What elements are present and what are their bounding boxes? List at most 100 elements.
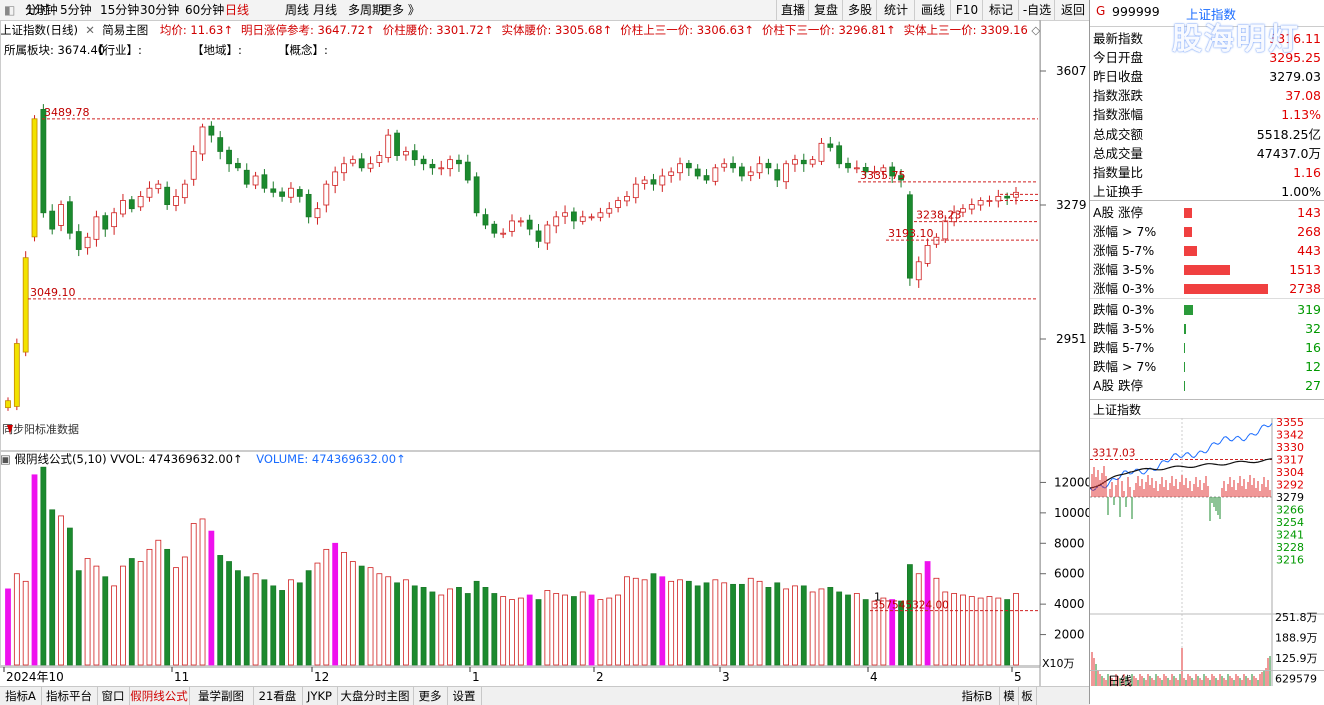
mini-price-label: 3330: [1276, 441, 1304, 454]
volume-bar: [685, 580, 692, 666]
bottom-tab-3[interactable]: 假阴线公式: [129, 687, 190, 705]
bottom-tab-0[interactable]: 指标A: [0, 687, 42, 705]
quote-row: 指数涨跌 37.08: [1093, 86, 1321, 105]
period-tab-9[interactable]: 多周期: [348, 3, 385, 17]
breadth-bar: [1184, 246, 1198, 257]
candle: [75, 231, 82, 250]
month-label: 2: [596, 670, 604, 684]
info-item-4: 价柱上三一价: 3306.63↑: [620, 23, 754, 37]
bottom-tab-4[interactable]: 量学副图: [189, 687, 254, 705]
period-tab-0[interactable]: 分时: [25, 3, 50, 17]
volume-bar: [827, 587, 834, 666]
bottom-tab-5[interactable]: 21看盘: [253, 687, 303, 705]
bottom-tab-1[interactable]: 指标平台: [41, 687, 98, 705]
period-tab-2[interactable]: 5分钟: [60, 3, 92, 17]
period-tab-4[interactable]: 30分钟: [140, 3, 180, 17]
quote-value: 1.00%: [1281, 183, 1321, 199]
candle: [553, 216, 560, 227]
quote-label: 指数量比: [1093, 164, 1144, 180]
toolbar-button-6[interactable]: 标记: [982, 0, 1019, 20]
mini-avg-line: [1090, 458, 1273, 489]
bottom-right-2[interactable]: 板: [1018, 687, 1037, 705]
toolbar-button-4[interactable]: 画线: [914, 0, 951, 20]
volume-bar: [588, 594, 595, 666]
price-level-label: 3193.10: [888, 227, 934, 240]
candle: [120, 200, 126, 215]
toolbar-button-5[interactable]: F10: [950, 0, 983, 20]
volume-bar: [968, 596, 975, 666]
candle: [296, 189, 303, 197]
period-tab-5[interactable]: 60分钟: [185, 3, 225, 17]
info-item-5: 价柱下三一价: 3296.81↑: [761, 23, 896, 37]
collapse-icon[interactable]: ▣: [0, 452, 15, 466]
candle: [915, 261, 922, 281]
breadth-value: 319: [1297, 302, 1321, 317]
diamond-icon[interactable]: ◇: [1027, 23, 1040, 37]
candle: [995, 196, 1002, 202]
breadth-label: 跌幅 0-3%: [1093, 302, 1155, 317]
volume-bar: [703, 582, 710, 666]
candle: [473, 176, 480, 214]
volume-info-bar: ▣ 假阴线公式(5,10) VVOL: 474369632.00↑ VOLUME…: [0, 450, 1040, 468]
breadth-bar: [1184, 381, 1185, 392]
candle: [977, 200, 984, 206]
bottom-right-1[interactable]: 模: [1000, 687, 1019, 705]
volume-bar: [694, 585, 701, 666]
toolbar-button-7[interactable]: -自选: [1018, 0, 1055, 20]
volume-bar: [111, 585, 118, 666]
toolbar-button-0[interactable]: 直播: [776, 0, 809, 20]
breadth-row-up: 涨幅 3-5% 1513: [1093, 260, 1321, 279]
breadth-bar: [1184, 324, 1186, 335]
candle: [641, 179, 648, 184]
candle: [491, 223, 498, 234]
candle: [199, 126, 206, 155]
candle: [668, 171, 675, 176]
toolbar-button-1[interactable]: 复盘: [808, 0, 843, 20]
breadth-row-down: A股 跌停 27: [1093, 376, 1321, 395]
period-tab-7[interactable]: 周线: [285, 3, 310, 17]
candle: [836, 145, 843, 165]
volume-bar: [783, 588, 790, 666]
candle: [960, 208, 966, 213]
breadth-label: 涨幅 5-7%: [1093, 243, 1155, 259]
period-tab-1[interactable]: 1分钟: [26, 3, 58, 17]
candle: [632, 183, 639, 199]
info-item-0: 均价: 11.63↑: [159, 23, 233, 37]
intraday-mini-chart[interactable]: 3355334233303317330432923279326632543241…: [1090, 418, 1324, 686]
close-icon[interactable]: ✕: [81, 23, 99, 37]
candle: [358, 158, 365, 169]
volume-bar: [606, 597, 613, 666]
quote-value: 47437.0万: [1256, 145, 1321, 161]
candle: [5, 400, 11, 409]
kline-chart[interactable]: 3607 3279 2951 3489.78 3049.10 3335.75 3238.23…: [0, 20, 1090, 686]
bottom-tab-2[interactable]: 窗口: [97, 687, 130, 705]
volume-level-label: 357545324.00: [872, 600, 949, 612]
bottom-tab-7[interactable]: 大盘分时主图: [337, 687, 414, 705]
candle: [429, 163, 436, 169]
candle: [128, 199, 135, 210]
period-tab-10[interactable]: 更多 》: [380, 3, 420, 17]
toolbar-button-2[interactable]: 多股: [842, 0, 877, 20]
volume-indicator-name[interactable]: 假阴线公式(5,10): [14, 452, 107, 466]
volume-bar: [13, 573, 20, 666]
period-tab-8[interactable]: 月线: [313, 3, 338, 17]
period-tab-3[interactable]: 15分钟: [100, 3, 140, 17]
bottom-tab-9[interactable]: 设置: [447, 687, 482, 705]
quote-row: 总成交额 5518.25亿: [1093, 125, 1321, 144]
price-axis-label: 3607: [1056, 64, 1087, 78]
indicator-name[interactable]: 简易主图: [102, 23, 149, 37]
volume-bar: [93, 565, 100, 666]
breadth-label: 涨幅 0-3%: [1093, 281, 1155, 297]
vvol-value: VVOL: 474369632.00↑: [110, 452, 243, 466]
bottom-tab-8[interactable]: 更多: [413, 687, 448, 705]
volume-bar: [792, 585, 798, 666]
toolbar-button-8[interactable]: 返回: [1054, 0, 1091, 20]
volume-bar: [597, 599, 604, 666]
bottom-tab-6[interactable]: JYKP: [302, 687, 338, 705]
toolbar-button-3[interactable]: 统计: [876, 0, 915, 20]
layout-icon[interactable]: ◧: [4, 3, 16, 17]
bottom-right-0[interactable]: 指标B: [955, 687, 1000, 705]
period-tab-6[interactable]: 日线: [225, 3, 250, 17]
quote-row: 指数涨幅 1.13%: [1093, 105, 1321, 124]
side-period-tab[interactable]: 日线: [1108, 674, 1133, 688]
